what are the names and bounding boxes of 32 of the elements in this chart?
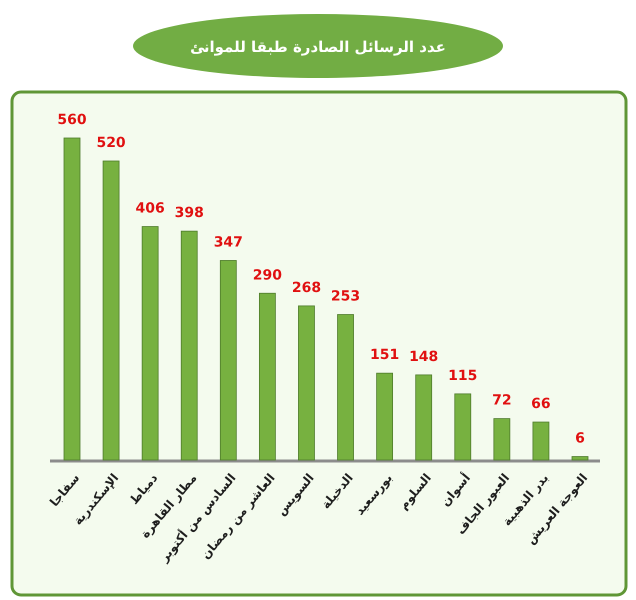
- bar: [532, 422, 550, 460]
- data-label: 560: [57, 112, 87, 128]
- data-label: 290: [252, 267, 282, 284]
- data-label: 253: [330, 288, 360, 305]
- data-label: 268: [292, 280, 322, 296]
- bar: [258, 292, 276, 460]
- bar: [142, 226, 159, 460]
- data-label: 347: [214, 234, 243, 250]
- data-label: 115: [448, 368, 478, 384]
- data-label: 148: [409, 348, 438, 365]
- x-tick-label: سفاجا: [47, 470, 82, 510]
- chart-title: عدد الرسائل الصادرة طبقا للموانئ: [190, 38, 446, 56]
- bar: [102, 160, 120, 460]
- data-label: 398: [174, 205, 204, 222]
- bar: [493, 418, 510, 460]
- bar: [298, 306, 315, 460]
- data-label: 72: [492, 392, 512, 409]
- bar: [220, 260, 237, 460]
- data-label: 406: [136, 200, 165, 217]
- bar: [572, 456, 588, 460]
- data-label: 151: [370, 347, 400, 364]
- bar: [376, 372, 394, 460]
- data-label: 520: [96, 135, 126, 151]
- bar: [180, 230, 198, 460]
- data-label: 66: [531, 396, 551, 412]
- bar: [454, 393, 472, 460]
- bar: [64, 138, 80, 460]
- data-label: 6: [575, 430, 585, 447]
- bar: [415, 374, 432, 460]
- bar: [337, 314, 354, 460]
- x-tick-label: السويس: [274, 470, 317, 518]
- x-tick-label: السلوم: [396, 470, 434, 512]
